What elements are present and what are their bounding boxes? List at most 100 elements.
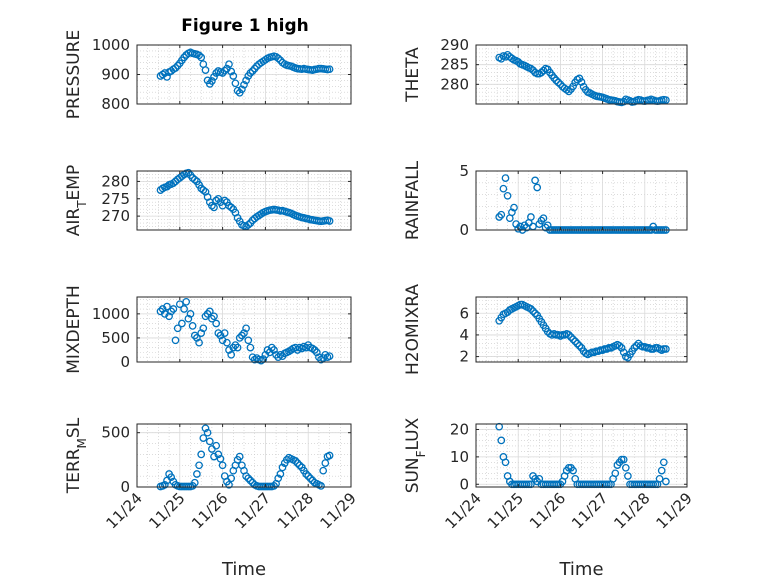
data-point [199,324,208,333]
data-point [199,434,208,442]
data-point [321,350,330,359]
y-tick-label: 1000 [92,305,130,323]
data-point [529,222,537,231]
data-point [188,322,197,330]
data-point [233,86,242,95]
data-point [163,182,171,191]
y-axis-label: MIXDEPTH [64,285,84,374]
data-point [212,441,221,450]
data-point [220,196,229,205]
data-point [659,458,668,467]
data-point [203,428,212,437]
data-point [201,66,210,74]
panel-rainfall: 0 5 RAINFALL [403,160,688,240]
y-axis-label: RAINFALL [403,160,423,240]
data-point [306,474,315,483]
data-point [220,329,229,337]
data-point [186,310,195,318]
data-point [278,463,287,472]
data-point [325,65,334,74]
data-point [295,461,304,470]
axes-frame [136,170,352,231]
data-point [527,305,535,313]
data-point [208,201,216,210]
axes-frame [136,296,352,363]
y-tick-label: 500 [101,424,130,442]
x-tick-label: 11/25 [484,489,527,532]
data-point [238,85,246,94]
data-point [321,459,330,467]
data-point [267,343,276,352]
data-point [180,305,188,313]
x-axis-label: Time [221,559,266,580]
y-tick-label: 800 [101,95,130,113]
data-point [302,470,310,478]
data-point [531,309,539,318]
data-point [274,474,283,483]
data-point [270,346,278,354]
data-point [274,54,283,63]
y-tick-label: 0 [459,221,469,239]
data-point [619,455,628,464]
data-point [499,184,508,193]
y-tick-label: 0 [120,478,130,496]
data-point [543,221,552,230]
y-tick-label: 285 [440,56,469,74]
data-point [529,307,537,315]
data-point [227,474,236,483]
x-tick-label: 11/29 [653,489,696,532]
figure-title: Figure 1 high [181,16,309,36]
y-tick-label: 1000 [92,36,130,54]
y-tick-label: 2 [459,348,469,366]
data-point [218,69,227,77]
data-point [214,450,223,459]
data-point [662,345,670,353]
x-tick-label: 11/25 [145,489,188,532]
x-tick-label: 11/28 [610,489,653,532]
axes-frame [475,423,688,488]
data-point [212,319,221,328]
y-axis-label: H2OMIXRA [403,284,423,375]
data-point [291,457,300,465]
panel-pressure: 800 900 1000 PRESSURE [64,30,352,119]
data-point [325,451,334,460]
data-point [244,220,253,229]
data-point [173,324,182,333]
data-point [242,324,250,333]
data-point [210,452,218,461]
data-point [325,352,334,361]
data-point [240,80,248,89]
data-point [190,175,199,184]
data-point [617,344,626,352]
data-point [184,314,193,323]
data-point [227,203,236,212]
data-point [210,203,218,212]
data-point [312,348,321,357]
data-point [223,338,231,347]
data-point [615,341,624,350]
y-tick-label: 275 [101,190,130,208]
data-point [246,69,255,77]
data-point [229,72,238,80]
y-tick-label: 4 [459,326,469,344]
y-axis-label: SUNFLUX [403,417,428,493]
data-point [175,300,184,309]
data-point [501,174,510,182]
y-tick-label: 280 [101,172,130,190]
data-point [276,470,285,478]
data-point [514,224,523,233]
data-point [621,463,630,472]
data-point [208,77,216,85]
data-point [231,79,240,88]
x-tick-label: 11/26 [188,489,231,532]
data-point [575,341,584,350]
data-point [319,466,328,475]
data-point [193,470,201,478]
axes-frame [475,44,688,105]
data-point [169,305,178,313]
data-point [554,78,563,87]
data-point [539,214,548,223]
y-axis-label: PRESSURE [64,30,84,119]
data-point [501,458,510,467]
